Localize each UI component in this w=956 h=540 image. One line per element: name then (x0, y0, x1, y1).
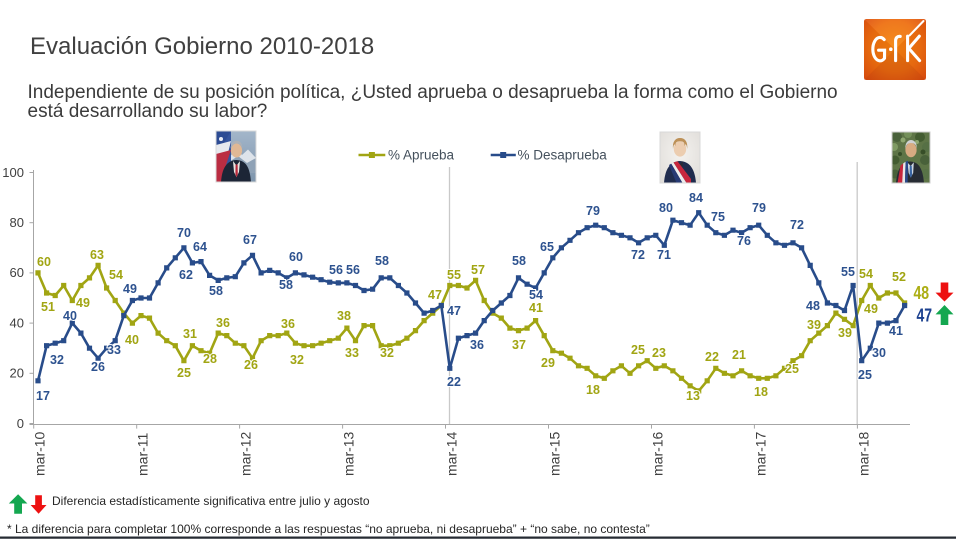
svg-text:18: 18 (754, 385, 768, 399)
svg-text:25: 25 (785, 362, 799, 376)
svg-text:75: 75 (711, 210, 725, 224)
svg-text:58: 58 (512, 254, 526, 268)
svg-text:29: 29 (541, 356, 555, 370)
svg-text:100: 100 (2, 165, 24, 180)
svg-text:32: 32 (50, 353, 64, 367)
svg-text:37: 37 (512, 338, 526, 352)
svg-text:13: 13 (686, 389, 700, 403)
svg-text:48: 48 (806, 299, 820, 313)
svg-text:39: 39 (807, 318, 821, 332)
svg-text:38: 38 (337, 309, 351, 323)
svg-text:80: 80 (659, 201, 673, 215)
svg-text:39: 39 (838, 326, 852, 340)
svg-text:40: 40 (125, 333, 139, 347)
svg-text:64: 64 (193, 240, 207, 254)
svg-text:mar-12: mar-12 (238, 431, 254, 476)
svg-text:76: 76 (737, 234, 751, 248)
svg-text:79: 79 (586, 204, 600, 218)
svg-text:60: 60 (289, 250, 303, 264)
svg-text:65: 65 (540, 240, 554, 254)
svg-text:21: 21 (732, 348, 746, 362)
svg-text:52: 52 (892, 270, 906, 284)
svg-text:49: 49 (864, 302, 878, 316)
svg-text:49: 49 (123, 282, 137, 296)
svg-text:63: 63 (90, 248, 104, 262)
svg-text:26: 26 (244, 358, 258, 372)
svg-text:80: 80 (10, 215, 24, 230)
svg-text:mar-11: mar-11 (135, 432, 151, 476)
svg-text:72: 72 (790, 218, 804, 232)
svg-text:40: 40 (10, 315, 24, 330)
svg-text:0: 0 (17, 416, 24, 431)
svg-text:72: 72 (631, 248, 645, 262)
svg-text:60: 60 (10, 265, 24, 280)
svg-text:54: 54 (859, 267, 873, 281)
svg-text:56: 56 (346, 263, 360, 277)
svg-text:32: 32 (380, 346, 394, 360)
svg-text:41: 41 (889, 324, 903, 338)
svg-text:mar-10: mar-10 (32, 431, 48, 476)
svg-text:mar-14: mar-14 (444, 431, 460, 476)
svg-text:18: 18 (586, 383, 600, 397)
svg-text:22: 22 (447, 375, 461, 389)
svg-text:67: 67 (243, 233, 257, 247)
svg-text:33: 33 (345, 346, 359, 360)
svg-text:mar-17: mar-17 (752, 431, 768, 476)
svg-text:62: 62 (179, 268, 193, 282)
svg-text:60: 60 (37, 255, 51, 269)
svg-text:55: 55 (447, 268, 461, 282)
svg-text:25: 25 (177, 366, 191, 380)
svg-text:48: 48 (914, 282, 930, 303)
svg-text:28: 28 (203, 352, 217, 366)
svg-text:71: 71 (657, 248, 671, 262)
svg-text:% Aprueba: % Aprueba (388, 148, 455, 163)
svg-text:47: 47 (428, 288, 442, 302)
svg-text:% Desaprueba: % Desaprueba (518, 148, 608, 163)
svg-text:58: 58 (375, 254, 389, 268)
svg-text:54: 54 (529, 288, 543, 302)
svg-text:79: 79 (752, 201, 766, 215)
svg-text:30: 30 (872, 346, 886, 360)
svg-text:84: 84 (689, 191, 703, 205)
svg-text:56: 56 (329, 263, 343, 277)
svg-text:25: 25 (858, 368, 872, 382)
svg-text:23: 23 (652, 346, 666, 360)
svg-text:20: 20 (10, 366, 24, 381)
svg-text:17: 17 (36, 389, 50, 403)
svg-text:47: 47 (447, 304, 461, 318)
svg-text:70: 70 (177, 226, 191, 240)
svg-text:mar-16: mar-16 (650, 431, 666, 476)
svg-text:47: 47 (917, 305, 933, 326)
svg-text:51: 51 (41, 300, 55, 314)
svg-text:40: 40 (63, 309, 77, 323)
svg-text:58: 58 (279, 278, 293, 292)
svg-text:31: 31 (183, 327, 197, 341)
svg-text:36: 36 (216, 316, 230, 330)
svg-text:36: 36 (281, 317, 295, 331)
svg-text:mar-13: mar-13 (341, 431, 357, 476)
svg-text:26: 26 (91, 360, 105, 374)
svg-text:mar-18: mar-18 (855, 431, 871, 476)
svg-text:49: 49 (76, 296, 90, 310)
svg-text:54: 54 (109, 268, 123, 282)
svg-text:55: 55 (841, 265, 855, 279)
svg-text:36: 36 (470, 338, 484, 352)
svg-text:22: 22 (705, 350, 719, 364)
svg-text:41: 41 (529, 301, 543, 315)
svg-text:32: 32 (290, 353, 304, 367)
svg-text:25: 25 (631, 343, 645, 357)
svg-text:58: 58 (209, 284, 223, 298)
svg-text:mar-15: mar-15 (547, 431, 563, 476)
svg-text:33: 33 (107, 343, 121, 357)
svg-text:57: 57 (471, 263, 485, 277)
